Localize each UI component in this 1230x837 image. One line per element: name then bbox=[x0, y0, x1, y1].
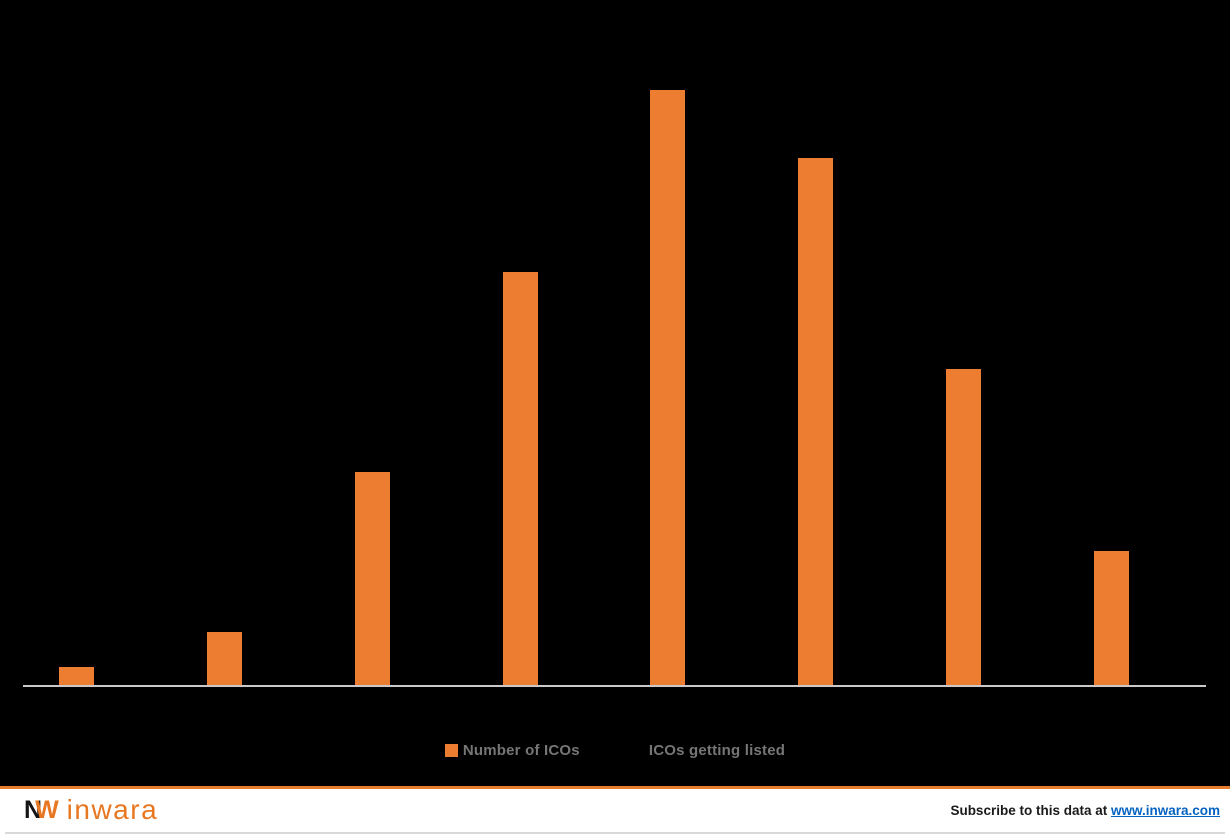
legend-item-icos-getting-listed: ICOs getting listed bbox=[617, 742, 786, 759]
subscribe-note: Subscribe to this data at www.inwara.com bbox=[950, 803, 1220, 818]
logo-letter-n: N bbox=[24, 795, 43, 824]
legend-square-marker bbox=[444, 744, 458, 757]
bar-number-of-icos bbox=[798, 157, 834, 686]
bar-number-of-icos bbox=[946, 368, 982, 686]
legend-line-marker bbox=[617, 749, 644, 752]
footer-bottom-rule bbox=[5, 832, 1225, 834]
logo-letter-w: W bbox=[35, 795, 59, 824]
bar-number-of-icos bbox=[650, 90, 686, 686]
bar-number-of-icos bbox=[502, 271, 538, 686]
brand-name: inwara bbox=[66, 794, 159, 825]
legend-item-number-of-icos: Number of ICOs bbox=[444, 742, 580, 759]
legend-label: ICOs getting listed bbox=[648, 742, 786, 759]
bar-number-of-icos bbox=[354, 472, 390, 686]
x-axis-line bbox=[23, 685, 1206, 687]
bar-number-of-icos bbox=[206, 632, 242, 686]
footer-bar: N W inwara Subscribe to this data at www… bbox=[0, 786, 1230, 837]
inwara-site-link[interactable]: www.inwara.com bbox=[1110, 802, 1220, 818]
legend-label: Number of ICOs bbox=[462, 742, 580, 759]
chart-legend: Number of ICOs ICOs getting listed bbox=[0, 742, 1230, 759]
subscribe-text: Subscribe to this data at bbox=[950, 802, 1111, 818]
inwara-logo-icon: N W bbox=[24, 795, 59, 824]
chart-area: Number of ICOs ICOs getting listed bbox=[0, 0, 1230, 786]
brand-logo: N W inwara bbox=[24, 796, 158, 824]
bar-number-of-icos bbox=[1093, 550, 1129, 686]
bar-number-of-icos bbox=[59, 666, 94, 686]
